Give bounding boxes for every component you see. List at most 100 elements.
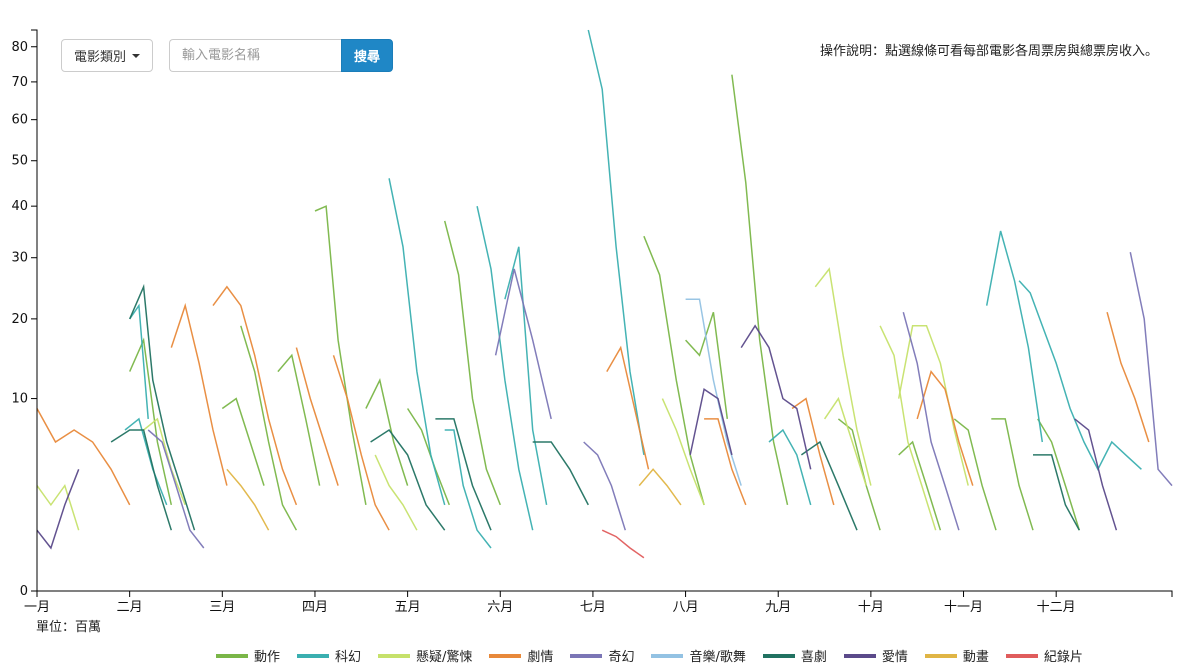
series-line-13[interactable] (953, 418, 997, 531)
legend-swatch (651, 653, 684, 658)
series-line-26[interactable] (36, 483, 80, 531)
legend-item[interactable]: 懸疑/驚悚 (378, 646, 472, 665)
search-group: 搜尋 (169, 39, 394, 72)
series-line-44[interactable] (147, 429, 205, 549)
series-line-48[interactable] (583, 441, 627, 531)
series-line-17[interactable] (129, 303, 149, 419)
series-line-47[interactable] (1129, 252, 1173, 487)
series-line-35[interactable] (170, 302, 228, 486)
series-line-21[interactable] (504, 246, 548, 506)
series-line-49[interactable] (685, 298, 742, 486)
search-button[interactable]: 搜尋 (341, 39, 394, 72)
category-dropdown[interactable]: 電影類別 (61, 39, 154, 72)
series-line-9[interactable] (685, 311, 729, 419)
series-line-37[interactable] (332, 355, 390, 531)
series-line-4[interactable] (314, 205, 367, 506)
search-input[interactable] (169, 39, 342, 72)
x-tick-label: 九月 (765, 600, 791, 615)
legend-item[interactable]: 紀錄片 (1005, 646, 1083, 665)
series-line-57[interactable] (740, 324, 812, 470)
series-line-23[interactable] (768, 428, 812, 506)
series-line-0[interactable] (129, 337, 173, 506)
series-line-62[interactable] (638, 468, 682, 506)
legend-item[interactable]: 動作 (216, 646, 280, 665)
series-line-10[interactable] (731, 74, 789, 506)
series-line-53[interactable] (435, 418, 492, 531)
series-line-16[interactable] (124, 417, 168, 506)
chart-axes: 一月 二月 三月 四月 五月 六月 七月 八月 九月 十月 十一月 十二月 0 10 20 30 40 50 60 7… (11, 29, 1173, 615)
legend-item[interactable]: 動畫 (924, 646, 989, 665)
series-line-58[interactable] (689, 387, 733, 456)
unit-label: 單位：百萬 (36, 620, 102, 635)
x-tick-label: 八月 (673, 600, 699, 615)
legend-label: 紀錄片 (1043, 650, 1083, 665)
series-line-2[interactable] (240, 325, 298, 531)
series-line-50[interactable] (129, 283, 196, 531)
y-tick-label: 30 (11, 251, 28, 266)
series-line-15[interactable] (1037, 418, 1081, 531)
legend-label: 喜劇 (800, 650, 827, 665)
series-line-60[interactable] (36, 469, 80, 550)
series-line-22[interactable] (587, 29, 645, 456)
series-line-55[interactable] (800, 440, 858, 531)
legend-swatch (489, 653, 522, 658)
series-line-28[interactable] (661, 398, 705, 506)
legend-swatch (1005, 653, 1038, 658)
series-line-51[interactable] (110, 429, 173, 531)
series-line-40[interactable] (791, 397, 835, 506)
legend-item[interactable]: 劇情 (489, 646, 553, 665)
series-line-33[interactable] (374, 454, 418, 531)
series-line-61[interactable] (226, 468, 270, 531)
series-line-12[interactable] (898, 440, 942, 531)
legend-item[interactable]: 奇幻 (570, 646, 634, 665)
series-line-6[interactable] (406, 408, 450, 506)
legend-label: 劇情 (527, 650, 554, 665)
series-line-38[interactable] (606, 345, 650, 470)
series-line-25[interactable] (1018, 280, 1142, 471)
legend-item[interactable]: 愛情 (843, 646, 908, 665)
x-tick-label: 一月 (24, 600, 50, 615)
series-line-59[interactable] (1074, 418, 1118, 531)
series-line-8[interactable] (643, 235, 705, 506)
series-line-56[interactable] (1033, 454, 1080, 531)
series-line-29[interactable] (814, 267, 872, 486)
series-line-45[interactable] (494, 268, 552, 420)
series-line-20[interactable] (476, 206, 534, 531)
series-line-42[interactable] (1106, 312, 1150, 443)
series-line-24[interactable] (985, 230, 1044, 443)
legend-swatch (297, 653, 330, 658)
series-line-63[interactable] (601, 529, 645, 559)
series-line-14[interactable] (991, 418, 1034, 531)
series-line-27[interactable] (143, 417, 186, 506)
series-line-30[interactable] (879, 325, 937, 531)
series-line-19[interactable] (444, 429, 492, 549)
x-tick-label: 五月 (395, 600, 421, 615)
series-line-52[interactable] (370, 428, 446, 531)
series-line-34[interactable] (36, 408, 131, 506)
legend-item[interactable]: 喜劇 (762, 646, 827, 665)
series-line-41[interactable] (916, 369, 974, 486)
series-line-46[interactable] (902, 312, 960, 531)
series-line-7[interactable] (443, 220, 501, 506)
legend-item[interactable]: 科幻 (297, 646, 361, 665)
legend-label: 科幻 (335, 650, 362, 665)
series-line-36[interactable] (212, 285, 298, 506)
series-line-54[interactable] (532, 441, 589, 506)
y-tick-label: 50 (11, 154, 28, 169)
y-tick-label: 0 (20, 584, 28, 599)
series-line-43[interactable] (295, 347, 339, 486)
series-line-31[interactable] (897, 325, 969, 486)
legend-item[interactable]: 音樂/歌舞 (651, 646, 746, 665)
series-line-1[interactable] (221, 397, 265, 486)
series-line-11[interactable] (837, 418, 881, 531)
series-line-18[interactable] (388, 178, 446, 506)
series-line-39[interactable] (704, 418, 747, 506)
legend-label: 動畫 (962, 650, 989, 665)
series-line-5[interactable] (365, 377, 409, 486)
legend-swatch (216, 653, 248, 658)
legend-swatch (924, 653, 957, 658)
series-line-3[interactable] (277, 353, 321, 486)
legend-label: 動作 (254, 650, 281, 665)
series-line-32[interactable] (823, 396, 867, 486)
